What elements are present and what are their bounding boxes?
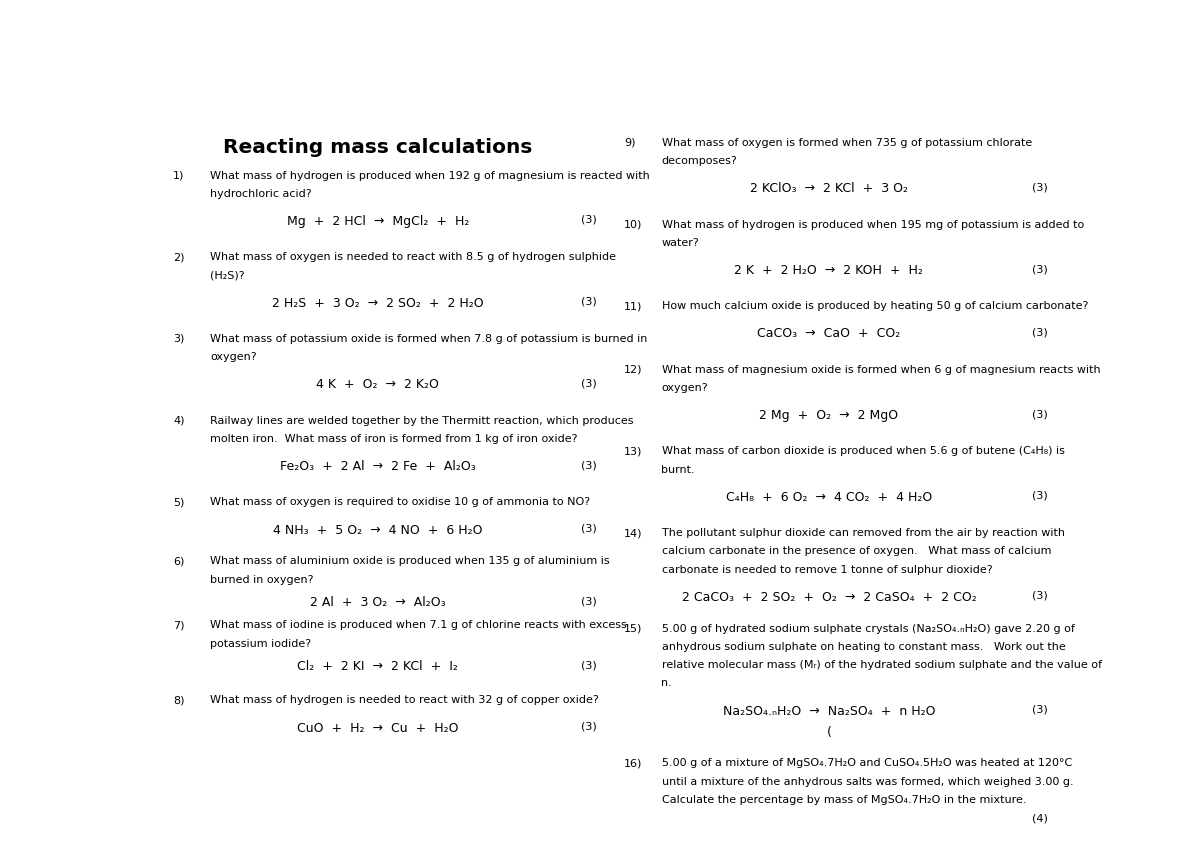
Text: hydrochloric acid?: hydrochloric acid? [210,188,312,199]
Text: 12): 12) [624,365,643,374]
Text: (3): (3) [581,215,596,225]
Text: potassium iodide?: potassium iodide? [210,638,312,649]
Text: What mass of magnesium oxide is formed when 6 g of magnesium reacts with: What mass of magnesium oxide is formed w… [661,365,1100,374]
Text: (3): (3) [1032,328,1048,337]
Text: (3): (3) [1032,591,1048,601]
Text: (4): (4) [1032,813,1048,824]
Text: until a mixture of the anhydrous salts was formed, which weighed 3.00 g.: until a mixture of the anhydrous salts w… [661,777,1073,786]
Text: 6): 6) [173,556,185,566]
Text: (3): (3) [1032,705,1048,715]
Text: decomposes?: decomposes? [661,156,737,166]
Text: 2 H₂S  +  3 O₂  →  2 SO₂  +  2 H₂O: 2 H₂S + 3 O₂ → 2 SO₂ + 2 H₂O [272,296,484,310]
Text: Fe₂O₃  +  2 Al  →  2 Fe  +  Al₂O₃: Fe₂O₃ + 2 Al → 2 Fe + Al₂O₃ [280,460,475,473]
Text: calcium carbonate in the presence of oxygen.   What mass of calcium: calcium carbonate in the presence of oxy… [661,547,1051,556]
Text: 10): 10) [624,220,643,229]
Text: burned in oxygen?: burned in oxygen? [210,575,314,584]
Text: CuO  +  H₂  →  Cu  +  H₂O: CuO + H₂ → Cu + H₂O [298,722,458,734]
Text: (3): (3) [581,460,596,470]
Text: 2 CaCO₃  +  2 SO₂  +  O₂  →  2 CaSO₄  +  2 CO₂: 2 CaCO₃ + 2 SO₂ + O₂ → 2 CaSO₄ + 2 CO₂ [682,591,977,604]
Text: Mg  +  2 HCl  →  MgCl₂  +  H₂: Mg + 2 HCl → MgCl₂ + H₂ [287,215,469,228]
Text: What mass of hydrogen is produced when 192 g of magnesium is reacted with: What mass of hydrogen is produced when 1… [210,171,650,181]
Text: 5.00 g of hydrated sodium sulphate crystals (Na₂SO₄.ₙH₂O) gave 2.20 g of: 5.00 g of hydrated sodium sulphate cryst… [661,623,1074,633]
Text: (3): (3) [581,596,596,606]
Text: oxygen?: oxygen? [210,352,257,363]
Text: C₄H₈  +  6 O₂  →  4 CO₂  +  4 H₂O: C₄H₈ + 6 O₂ → 4 CO₂ + 4 H₂O [726,491,932,503]
Text: (3): (3) [1032,183,1048,192]
Text: What mass of aluminium oxide is produced when 135 g of aluminium is: What mass of aluminium oxide is produced… [210,556,610,566]
Text: Cl₂  +  2 KI  →  2 KCl  +  I₂: Cl₂ + 2 KI → 2 KCl + I₂ [298,661,458,673]
Text: oxygen?: oxygen? [661,383,708,393]
Text: 1): 1) [173,171,185,181]
Text: anhydrous sodium sulphate on heating to constant mass.   Work out the: anhydrous sodium sulphate on heating to … [661,642,1066,652]
Text: 16): 16) [624,758,643,768]
Text: carbonate is needed to remove 1 tonne of sulphur dioxide?: carbonate is needed to remove 1 tonne of… [661,565,992,575]
Text: 2 Al  +  3 O₂  →  Al₂O₃: 2 Al + 3 O₂ → Al₂O₃ [310,596,445,609]
Text: Na₂SO₄.ₙH₂O  →  Na₂SO₄  +  n H₂O: Na₂SO₄.ₙH₂O → Na₂SO₄ + n H₂O [722,705,935,717]
Text: 13): 13) [624,447,643,457]
Text: burnt.: burnt. [661,464,695,475]
Text: What mass of potassium oxide is formed when 7.8 g of potassium is burned in: What mass of potassium oxide is formed w… [210,334,648,344]
Text: 15): 15) [624,623,643,633]
Text: 11): 11) [624,301,643,312]
Text: 4 NH₃  +  5 O₂  →  4 NO  +  6 H₂O: 4 NH₃ + 5 O₂ → 4 NO + 6 H₂O [274,524,482,537]
Text: 2 K  +  2 H₂O  →  2 KOH  +  H₂: 2 K + 2 H₂O → 2 KOH + H₂ [734,264,923,277]
Text: 7): 7) [173,621,185,630]
Text: (3): (3) [1032,491,1048,501]
Text: 2 KClO₃  →  2 KCl  +  3 O₂: 2 KClO₃ → 2 KCl + 3 O₂ [750,183,908,195]
Text: n.: n. [661,678,672,689]
Text: (3): (3) [581,296,596,306]
Text: Railway lines are welded together by the Thermitt reaction, which produces: Railway lines are welded together by the… [210,416,634,425]
Text: Reacting mass calculations: Reacting mass calculations [223,138,533,157]
Text: CaCO₃  →  CaO  +  CO₂: CaCO₃ → CaO + CO₂ [757,328,900,340]
Text: (: ( [827,726,832,739]
Text: What mass of carbon dioxide is produced when 5.6 g of butene (C₄H₈) is: What mass of carbon dioxide is produced … [661,447,1064,457]
Text: molten iron.  What mass of iron is formed from 1 kg of iron oxide?: molten iron. What mass of iron is formed… [210,434,578,444]
Text: (3): (3) [581,722,596,732]
Text: 8): 8) [173,695,185,706]
Text: (H₂S)?: (H₂S)? [210,271,245,280]
Text: What mass of hydrogen is produced when 195 mg of potassium is added to: What mass of hydrogen is produced when 1… [661,220,1084,229]
Text: Calculate the percentage by mass of MgSO₄.7H₂O in the mixture.: Calculate the percentage by mass of MgSO… [661,795,1026,805]
Text: How much calcium oxide is produced by heating 50 g of calcium carbonate?: How much calcium oxide is produced by he… [661,301,1088,312]
Text: 5.00 g of a mixture of MgSO₄.7H₂O and CuSO₄.5H₂O was heated at 120°C: 5.00 g of a mixture of MgSO₄.7H₂O and Cu… [661,758,1072,768]
Text: (3): (3) [581,524,596,533]
Text: (3): (3) [1032,264,1048,274]
Text: 4 K  +  O₂  →  2 K₂O: 4 K + O₂ → 2 K₂O [317,379,439,391]
Text: 14): 14) [624,528,643,538]
Text: (3): (3) [581,379,596,388]
Text: 4): 4) [173,416,185,425]
Text: What mass of iodine is produced when 7.1 g of chlorine reacts with excess: What mass of iodine is produced when 7.1… [210,621,628,630]
Text: 5): 5) [173,498,185,508]
Text: 3): 3) [173,334,185,344]
Text: What mass of hydrogen is needed to react with 32 g of copper oxide?: What mass of hydrogen is needed to react… [210,695,599,706]
Text: What mass of oxygen is needed to react with 8.5 g of hydrogen sulphide: What mass of oxygen is needed to react w… [210,252,617,262]
Text: What mass of oxygen is formed when 735 g of potassium chlorate: What mass of oxygen is formed when 735 g… [661,138,1032,148]
Text: 9): 9) [624,138,636,148]
Text: What mass of oxygen is required to oxidise 10 g of ammonia to NO?: What mass of oxygen is required to oxidi… [210,498,590,508]
Text: water?: water? [661,238,700,248]
Text: 2): 2) [173,252,185,262]
Text: The pollutant sulphur dioxide can removed from the air by reaction with: The pollutant sulphur dioxide can remove… [661,528,1064,538]
Text: relative molecular mass (Mᵣ) of the hydrated sodium sulphate and the value of: relative molecular mass (Mᵣ) of the hydr… [661,661,1102,670]
Text: (3): (3) [1032,409,1048,419]
Text: (3): (3) [581,661,596,670]
Text: 2 Mg  +  O₂  →  2 MgO: 2 Mg + O₂ → 2 MgO [760,409,899,422]
